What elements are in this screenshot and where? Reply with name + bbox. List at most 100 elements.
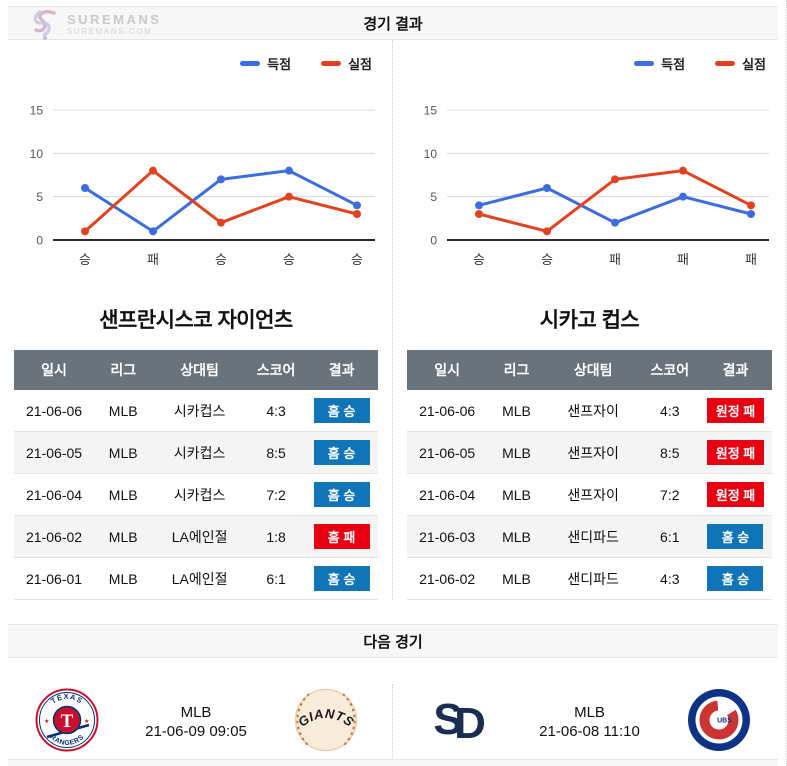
table-header: 일시 리그 상대팀 스코어 결과 — [407, 350, 772, 390]
table-row: 21-06-02 MLB 샌디파드 4:3 홈 승 — [407, 557, 772, 600]
result-badge: 홈 패 — [313, 524, 370, 549]
result-badge: 원정 패 — [706, 482, 765, 507]
col-score: 스코어 — [650, 362, 690, 378]
cell-opponent: 샌프자이 — [545, 473, 641, 516]
match1-away-team: GIANTS 샌프자이 1위 37승 21패 — [267, 688, 385, 766]
texas-rangers-logo: TEXAS RANGERS T ★ ★ — [35, 688, 98, 752]
svg-text:UBS: UBS — [717, 718, 732, 725]
conceded-legend-swatch — [715, 60, 736, 66]
legend-scored: 득점 — [634, 54, 685, 73]
svg-text:패: 패 — [677, 252, 689, 267]
cell-score: 4:3 — [640, 390, 699, 432]
cell-opponent: 샌디파드 — [545, 557, 641, 600]
cell-league: MLB — [487, 515, 546, 558]
match-datetime: 21-06-08 11:10 — [539, 723, 640, 740]
svg-text:승: 승 — [283, 252, 295, 267]
home-results-table: 일시 리그 상대팀 스코어 결과 21-06-06 MLB 시카컵스 4:3 홈 승 21… — [14, 350, 378, 600]
top-header-bar: SUREMANS SUREMANS.COM 경기 결과 — [8, 6, 778, 40]
svg-text:승: 승 — [541, 252, 553, 267]
svg-text:승: 승 — [79, 252, 91, 267]
col-score: 스코어 — [256, 362, 296, 378]
cell-league: MLB — [487, 431, 546, 474]
cell-result: 홈 승 — [305, 390, 378, 432]
legend-scored-label: 득점 — [661, 56, 686, 72]
cell-score: 6:1 — [246, 557, 306, 600]
result-badge: 홈 승 — [313, 440, 370, 465]
sf-giants-logo: GIANTS — [294, 688, 357, 752]
table-row: 21-06-05 MLB 시카컵스 8:5 홈 승 — [14, 431, 378, 474]
table-row: 21-06-02 MLB LA에인절 1:8 홈 패 — [14, 515, 378, 558]
cell-score: 4:3 — [640, 557, 699, 600]
svg-text:승: 승 — [351, 252, 363, 267]
scored-legend-swatch — [240, 60, 261, 66]
cell-result: 홈 패 — [305, 515, 378, 558]
next-games-section: TEXAS RANGERS T ★ ★ 텍사레인 5위 23승 37패 MLB … — [0, 658, 786, 766]
cell-league: MLB — [487, 473, 546, 516]
match1-info: MLB 21-06-09 09:05 VS — [133, 688, 259, 766]
result-badge: 홈 승 — [313, 482, 370, 507]
svg-text:승: 승 — [473, 252, 485, 267]
col-opponent: 상대팀 — [180, 362, 219, 378]
cell-result: 홈 승 — [698, 515, 772, 558]
match-datetime: 21-06-09 09:05 — [145, 723, 247, 740]
cell-league: MLB — [94, 431, 153, 474]
cell-date: 21-06-01 — [14, 557, 95, 600]
cell-score: 7:2 — [640, 473, 699, 516]
chart-legend: 득점 실점 — [0, 54, 392, 72]
svg-text:0: 0 — [430, 234, 437, 248]
scored-legend-swatch — [634, 60, 655, 66]
cell-opponent: LA에인절 — [152, 515, 247, 558]
table-row: 21-06-03 MLB 샌디파드 6:1 홈 승 — [407, 515, 772, 558]
svg-text:패: 패 — [745, 252, 757, 267]
cell-date: 21-06-06 — [407, 390, 488, 432]
home-chart-block: 득점 실점 0 5 10 15 승 패 승 승 승 — [0, 40, 392, 280]
result-badge: 홈 승 — [707, 524, 764, 549]
svg-text:15: 15 — [30, 104, 44, 118]
cell-score: 8:5 — [246, 431, 306, 474]
svg-text:15: 15 — [423, 104, 437, 118]
svg-text:GIANTS: GIANTS — [295, 706, 357, 730]
table-row: 21-06-04 MLB 시카컵스 7:2 홈 승 — [14, 473, 378, 516]
away-team-column: 득점 실점 0 5 10 15 승 승 패 패 패 시카고 컵스 일시 리그 상대팀 — [393, 40, 786, 600]
cell-date: 21-06-02 — [14, 515, 95, 558]
svg-text:10: 10 — [423, 147, 437, 161]
cell-date: 21-06-04 — [14, 473, 95, 516]
home-team-column: 득점 실점 0 5 10 15 승 패 승 승 승 샌프란시스코 자이언츠 일시 리그 상대팀 — [0, 40, 393, 600]
cell-opponent: 시카컵스 — [152, 473, 247, 516]
svg-text:10: 10 — [30, 147, 44, 161]
cell-date: 21-06-02 — [407, 557, 488, 600]
cell-league: MLB — [94, 515, 153, 558]
bottom-section-edge — [8, 759, 778, 766]
logo-subtitle: SUREMANS.COM — [67, 26, 153, 36]
cell-date: 21-06-05 — [407, 431, 488, 474]
cell-league: MLB — [94, 557, 153, 600]
table-row: 21-06-04 MLB 샌프자이 7:2 원정 패 — [407, 473, 772, 516]
match2-home-team: S D 샌디파드 2위 36승 24패 — [401, 688, 519, 766]
logo-title: SUREMANS — [67, 12, 162, 28]
legend-conceded-label: 실점 — [742, 56, 766, 72]
result-badge: 홈 승 — [313, 398, 370, 423]
svg-text:TEXAS: TEXAS — [49, 692, 85, 706]
result-badge: 홈 승 — [707, 566, 764, 591]
next-match-2: S D 샌디파드 2위 36승 24패 MLB 21-06-08 11:10 V… — [393, 684, 786, 766]
legend-conceded-label: 실점 — [348, 56, 372, 72]
conceded-legend-swatch — [321, 60, 342, 66]
table-row: 21-06-01 MLB LA에인절 6:1 홈 승 — [14, 557, 378, 600]
legend-scored-label: 득점 — [267, 56, 292, 72]
col-league: 리그 — [110, 362, 137, 378]
result-badge: 원정 패 — [706, 440, 765, 465]
col-league: 리그 — [503, 362, 530, 378]
table-header: 일시 리그 상대팀 스코어 결과 — [14, 350, 378, 390]
svg-text:0: 0 — [36, 234, 43, 248]
svg-text:패: 패 — [609, 252, 621, 267]
col-result: 결과 — [328, 362, 355, 378]
table-row: 21-06-05 MLB 샌프자이 8:5 원정 패 — [407, 431, 772, 474]
col-result: 결과 — [722, 362, 749, 378]
cell-date: 21-06-05 — [14, 431, 95, 474]
suremans-logo: SUREMANS SUREMANS.COM — [28, 9, 161, 41]
legend-conceded: 실점 — [715, 54, 766, 73]
next-games-bar: 다음 경기 — [8, 624, 778, 658]
col-opponent: 상대팀 — [573, 362, 613, 378]
